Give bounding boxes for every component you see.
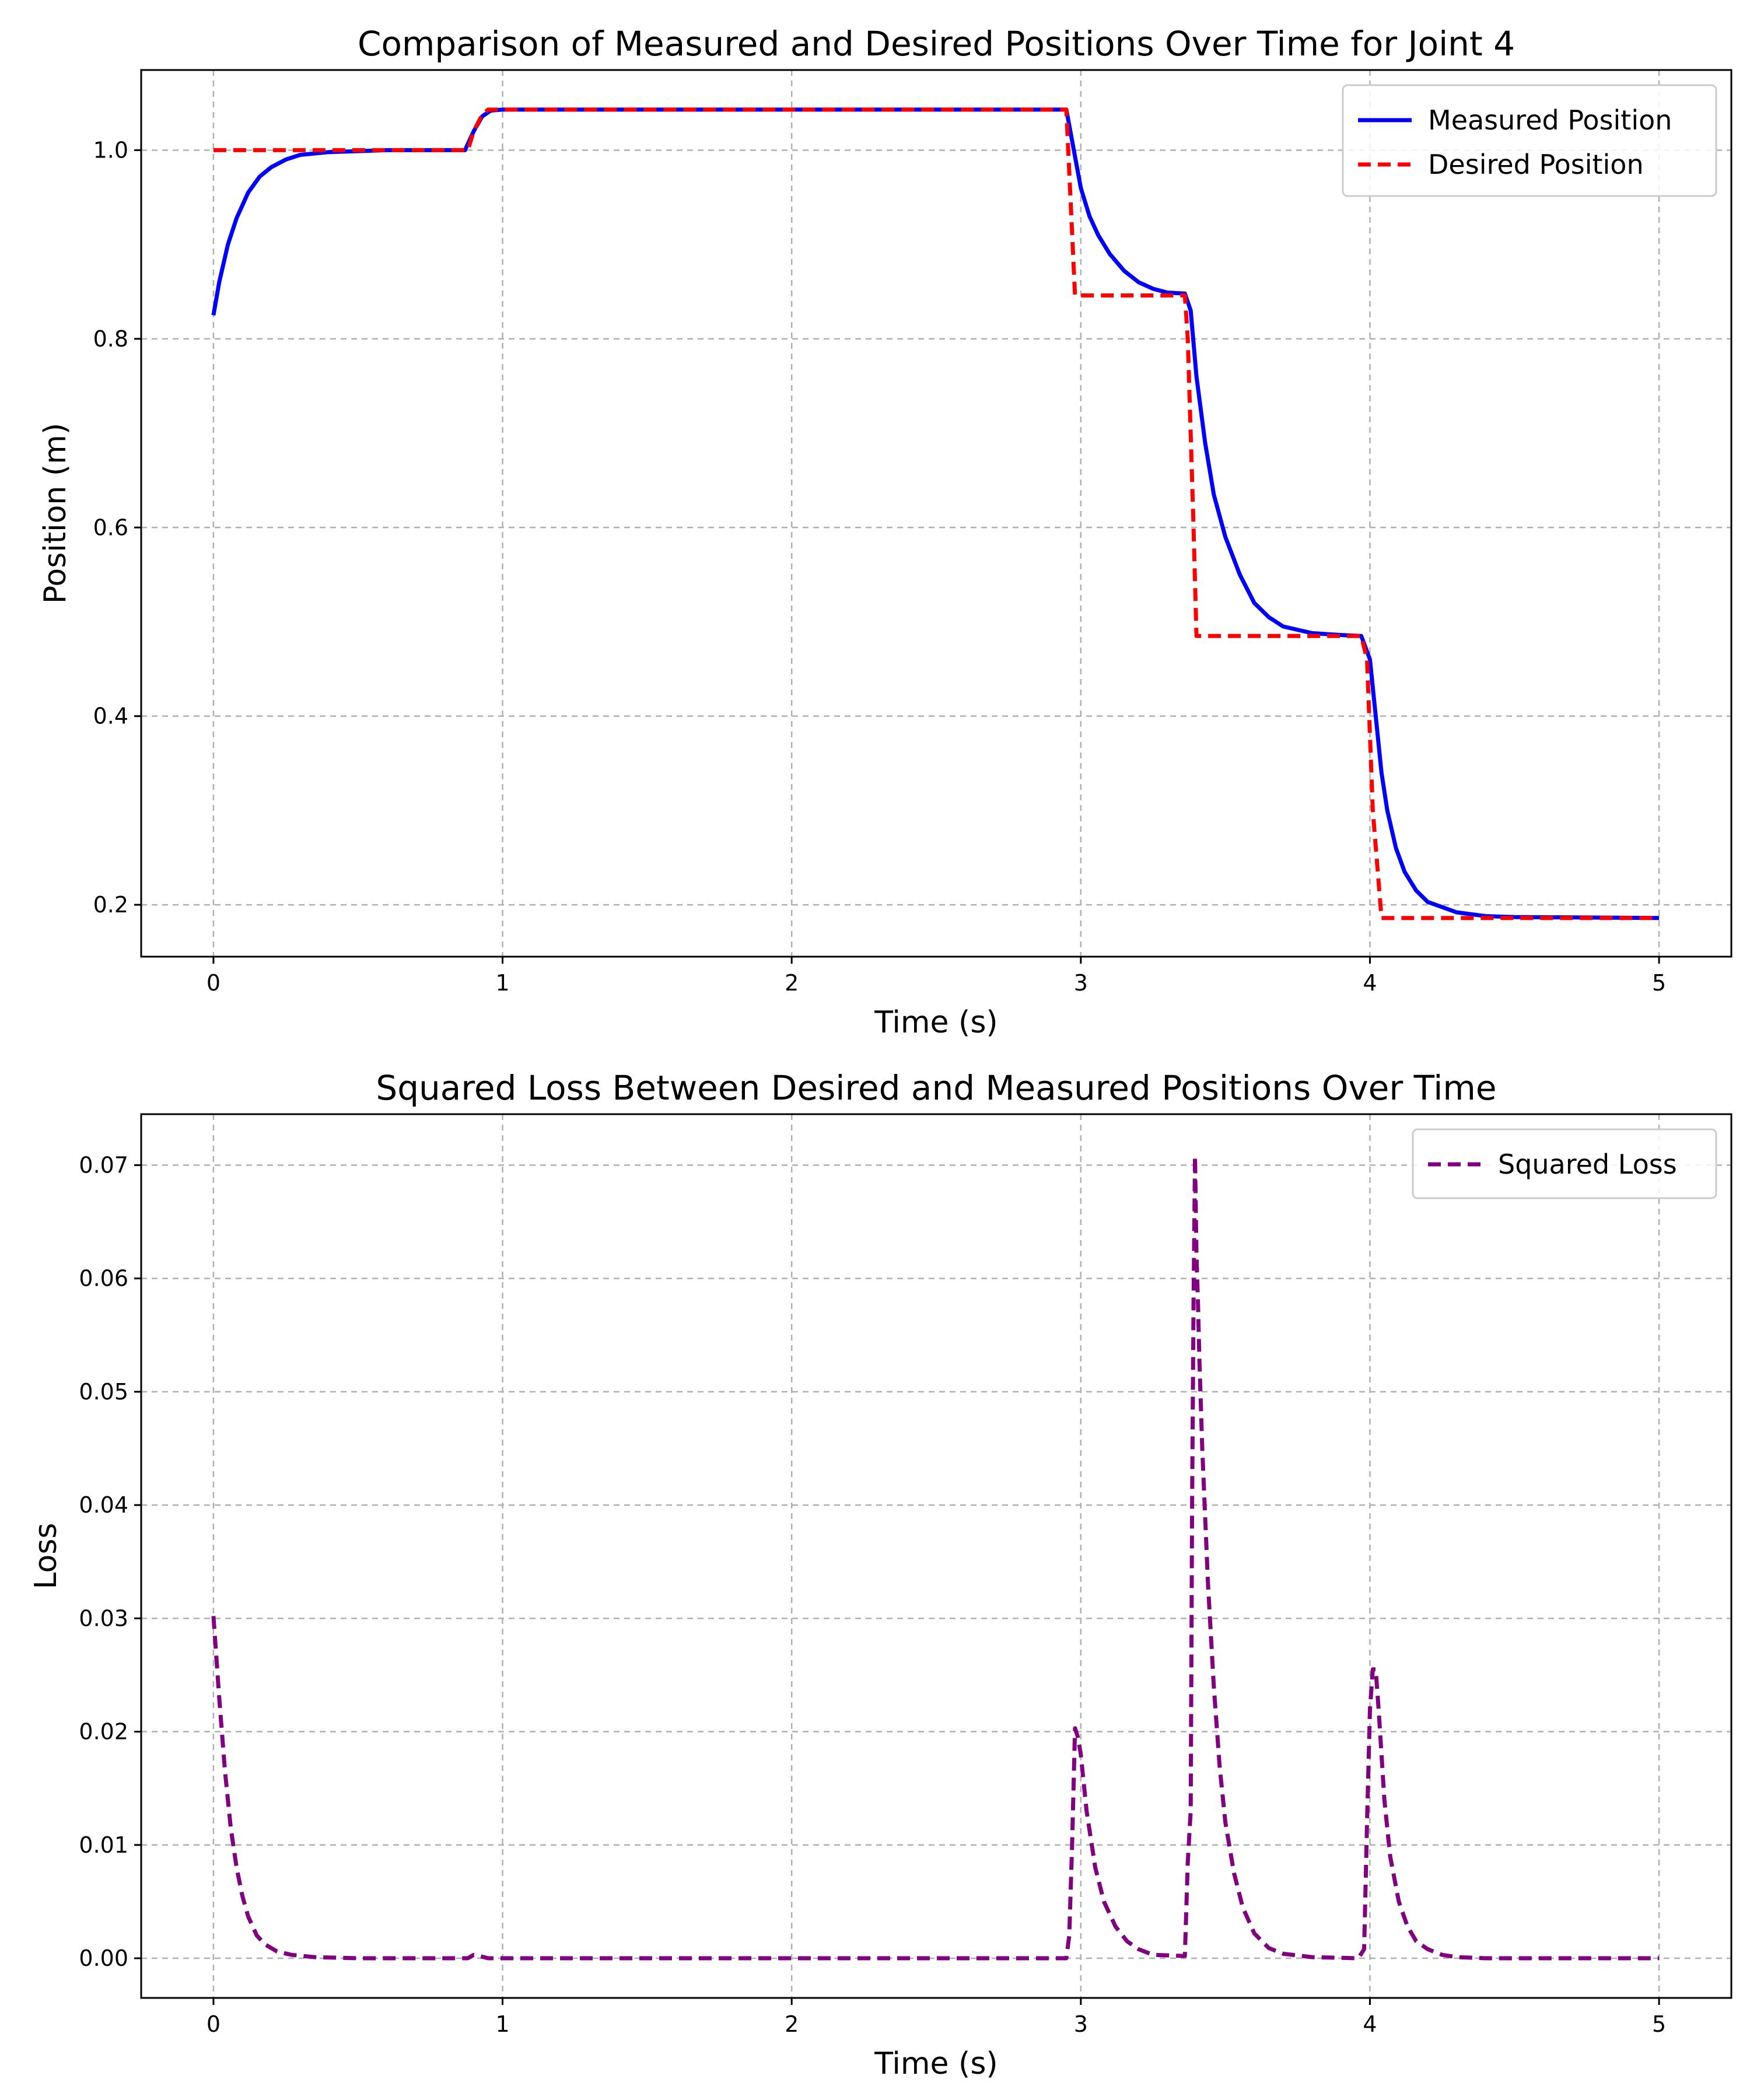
- loss-chart-y-tick-label: 0.03: [79, 1605, 128, 1631]
- loss-chart-x-tick-label: 5: [1652, 2011, 1666, 2037]
- loss-chart-legend-box: [1412, 1128, 1717, 1199]
- loss-chart-series-squared-loss-line: [211, 1154, 1660, 1961]
- loss-chart-x-tick-label: 0: [206, 2011, 220, 2037]
- position-chart-ticks: 0 1 2 3 4 5 0.2 0.4 0.6 0.8 1.0: [93, 137, 1667, 996]
- loss-chart-y-tick-label: 0.05: [79, 1379, 128, 1405]
- loss-chart-y-tick-label: 0.01: [79, 1832, 128, 1858]
- position-chart-x-tick-label: 2: [785, 970, 799, 996]
- loss-chart-y-tick-label: 0.07: [79, 1152, 128, 1178]
- loss-chart-y-axis-label: Loss: [29, 1522, 64, 1589]
- loss-chart-x-tick-label: 3: [1074, 2011, 1088, 2037]
- position-chart: 0 1 2 3 4 5 0.2 0.4 0.6 0.8 1.0 Comparison of Meas…: [38, 24, 1732, 1040]
- position-chart-x-tick-label: 0: [206, 970, 220, 996]
- position-chart-y-tick-label: 0.6: [93, 514, 128, 540]
- position-chart-x-tick-label: 5: [1652, 970, 1666, 996]
- loss-chart-x-axis-label: Time (s): [874, 2046, 998, 2081]
- loss-chart-x-tick-label: 4: [1363, 2011, 1377, 2037]
- position-chart-x-tick-label: 4: [1363, 970, 1377, 996]
- loss-chart-ticks: 0 1 2 3 4 5 0.00 0.01 0.02 0.03 0.04 0.05 0.06 0.07: [79, 1152, 1666, 2037]
- loss-chart-series: [211, 1154, 1660, 1961]
- loss-chart-legend: Squared Loss: [1412, 1128, 1717, 1199]
- position-chart-series-desired-position-line: [213, 107, 1660, 921]
- position-chart-title: Comparison of Measured and Desired Posit…: [358, 24, 1515, 64]
- loss-chart-frame: [140, 1113, 1732, 1999]
- position-chart-x-tick-label: 3: [1074, 970, 1088, 996]
- position-chart-legend-label: Measured Position: [1428, 104, 1672, 136]
- position-chart-legend-label: Desired Position: [1428, 149, 1644, 180]
- position-chart-y-tick-label: 1.0: [93, 137, 128, 163]
- position-chart-series-measured-position-line: [211, 107, 1660, 921]
- position-chart-y-tick-label: 0.8: [93, 326, 128, 352]
- position-chart-legend-box: [1342, 84, 1717, 197]
- loss-chart-y-tick-label: 0.06: [79, 1266, 128, 1292]
- position-chart-y-axis-label: Position (m): [38, 423, 73, 604]
- position-chart-x-tick-label: 1: [495, 970, 509, 996]
- loss-chart-x-tick-label: 1: [495, 2011, 509, 2037]
- loss-chart-x-tick-label: 2: [785, 2011, 799, 2037]
- loss-chart-y-tick-label: 0.02: [79, 1719, 128, 1745]
- position-chart-legend: Measured Position Desired Position: [1342, 84, 1717, 197]
- position-chart-y-tick-label: 0.4: [93, 704, 128, 729]
- loss-chart-title: Squared Loss Between Desired and Measure…: [376, 1068, 1496, 1108]
- position-chart-series: [211, 107, 1660, 921]
- position-chart-frame: [140, 69, 1732, 958]
- position-chart-y-tick-label: 0.2: [93, 892, 128, 918]
- loss-chart-legend-label: Squared Loss: [1498, 1149, 1677, 1180]
- position-chart-x-axis-label: Time (s): [874, 1005, 998, 1040]
- loss-chart: 0 1 2 3 4 5 0.00 0.01 0.02 0.03 0.04 0.05 0.06 0.07 S…: [29, 1068, 1732, 2081]
- loss-chart-y-tick-label: 0.00: [79, 1945, 128, 1971]
- loss-chart-y-tick-label: 0.04: [79, 1492, 128, 1518]
